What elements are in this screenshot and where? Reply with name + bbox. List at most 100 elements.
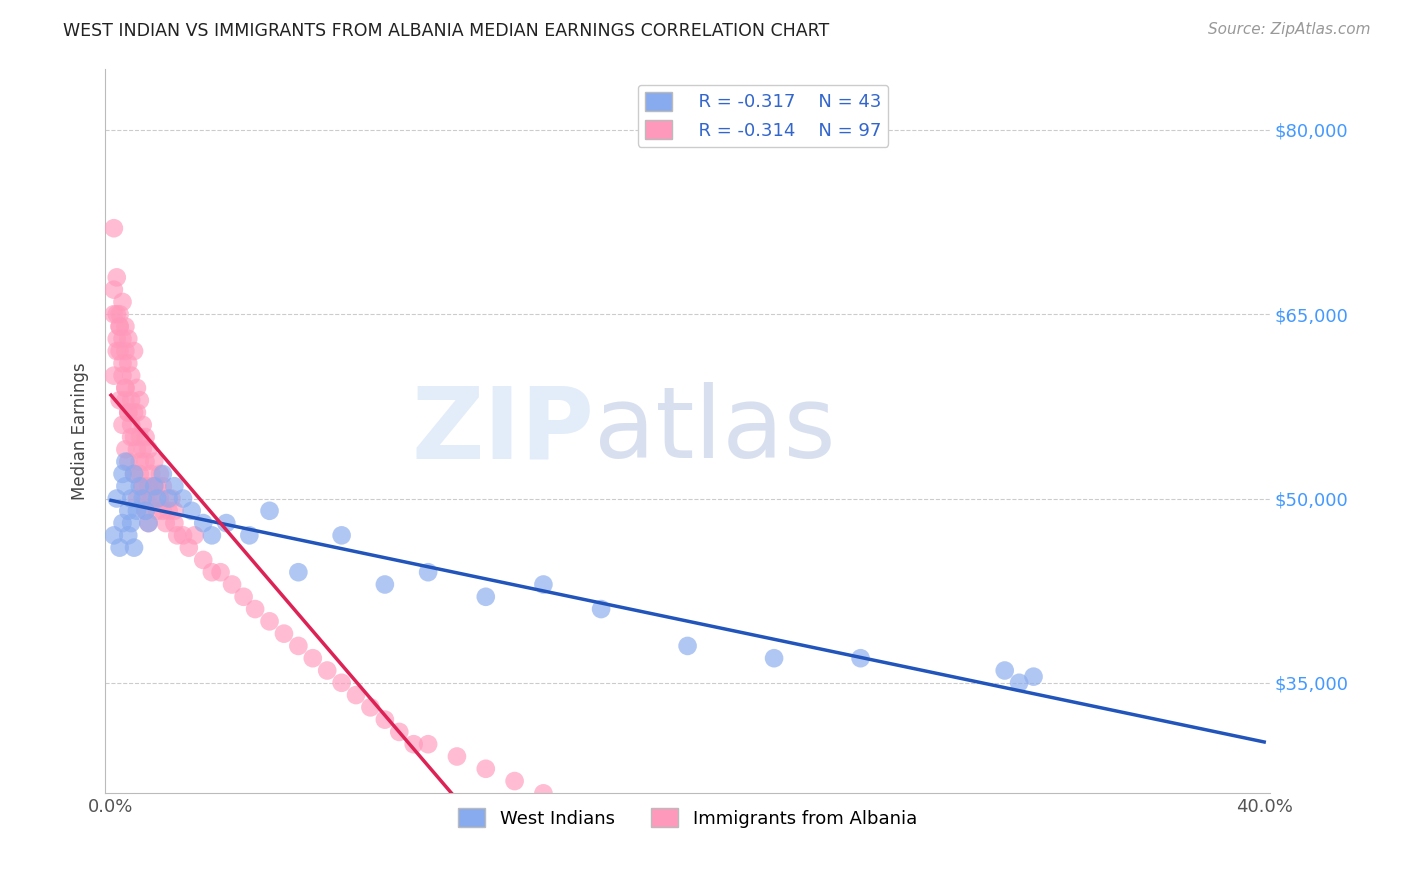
Point xyxy=(475,762,498,776)
Point xyxy=(143,479,166,493)
Point xyxy=(135,491,157,506)
Point xyxy=(591,602,613,616)
Point xyxy=(103,307,125,321)
Point xyxy=(131,442,153,457)
Point xyxy=(105,332,128,346)
Point xyxy=(120,393,142,408)
Point xyxy=(193,553,215,567)
Point xyxy=(120,516,142,530)
Point xyxy=(273,626,295,640)
Point xyxy=(125,491,148,506)
Text: ZIP: ZIP xyxy=(412,383,595,479)
Point xyxy=(763,651,786,665)
Point xyxy=(138,442,160,457)
Point xyxy=(108,541,131,555)
Point xyxy=(215,516,238,530)
Point xyxy=(149,491,172,506)
Point xyxy=(146,504,169,518)
Point xyxy=(157,491,180,506)
Point xyxy=(163,504,186,518)
Point xyxy=(676,639,699,653)
Point xyxy=(1008,675,1031,690)
Legend: West Indians, Immigrants from Albania: West Indians, Immigrants from Albania xyxy=(451,801,924,835)
Point xyxy=(849,651,872,665)
Point xyxy=(193,516,215,530)
Point xyxy=(105,344,128,359)
Point xyxy=(146,491,169,506)
Point xyxy=(316,664,339,678)
Point xyxy=(201,565,224,579)
Point xyxy=(103,221,125,235)
Point xyxy=(103,283,125,297)
Point xyxy=(135,430,157,444)
Point xyxy=(152,467,174,481)
Point xyxy=(125,442,148,457)
Point xyxy=(143,455,166,469)
Point xyxy=(131,417,153,432)
Point xyxy=(141,467,163,481)
Point xyxy=(108,393,131,408)
Point xyxy=(180,504,202,518)
Point xyxy=(125,405,148,419)
Point xyxy=(120,430,142,444)
Point xyxy=(122,344,145,359)
Point xyxy=(172,491,194,506)
Point xyxy=(114,381,136,395)
Point xyxy=(117,504,139,518)
Point xyxy=(172,528,194,542)
Point xyxy=(131,479,153,493)
Point xyxy=(149,467,172,481)
Point xyxy=(135,504,157,518)
Point xyxy=(111,417,134,432)
Point xyxy=(138,479,160,493)
Point xyxy=(131,491,153,506)
Point xyxy=(117,455,139,469)
Point xyxy=(416,737,439,751)
Point xyxy=(209,565,232,579)
Point xyxy=(177,541,200,555)
Point xyxy=(117,356,139,370)
Point xyxy=(475,590,498,604)
Point xyxy=(111,467,134,481)
Point xyxy=(122,430,145,444)
Point xyxy=(108,344,131,359)
Point xyxy=(128,467,150,481)
Point xyxy=(108,319,131,334)
Point xyxy=(388,725,411,739)
Point xyxy=(183,528,205,542)
Point xyxy=(994,664,1017,678)
Point xyxy=(105,307,128,321)
Point xyxy=(160,491,183,506)
Point xyxy=(287,565,309,579)
Point xyxy=(243,602,266,616)
Point xyxy=(135,455,157,469)
Point xyxy=(359,700,381,714)
Point xyxy=(125,504,148,518)
Point xyxy=(138,516,160,530)
Point xyxy=(117,528,139,542)
Point xyxy=(259,504,281,518)
Point xyxy=(146,479,169,493)
Text: WEST INDIAN VS IMMIGRANTS FROM ALBANIA MEDIAN EARNINGS CORRELATION CHART: WEST INDIAN VS IMMIGRANTS FROM ALBANIA M… xyxy=(63,22,830,40)
Point xyxy=(122,467,145,481)
Point xyxy=(111,516,134,530)
Point xyxy=(141,491,163,506)
Point xyxy=(103,368,125,383)
Point xyxy=(120,368,142,383)
Point xyxy=(111,356,134,370)
Point xyxy=(114,479,136,493)
Point xyxy=(108,319,131,334)
Point xyxy=(503,774,526,789)
Point xyxy=(330,528,353,542)
Point xyxy=(103,528,125,542)
Point xyxy=(120,417,142,432)
Point xyxy=(155,516,177,530)
Point xyxy=(131,479,153,493)
Point xyxy=(105,270,128,285)
Point xyxy=(1022,670,1045,684)
Point xyxy=(259,615,281,629)
Point xyxy=(163,479,186,493)
Point xyxy=(122,541,145,555)
Point xyxy=(374,713,396,727)
Text: atlas: atlas xyxy=(595,383,837,479)
